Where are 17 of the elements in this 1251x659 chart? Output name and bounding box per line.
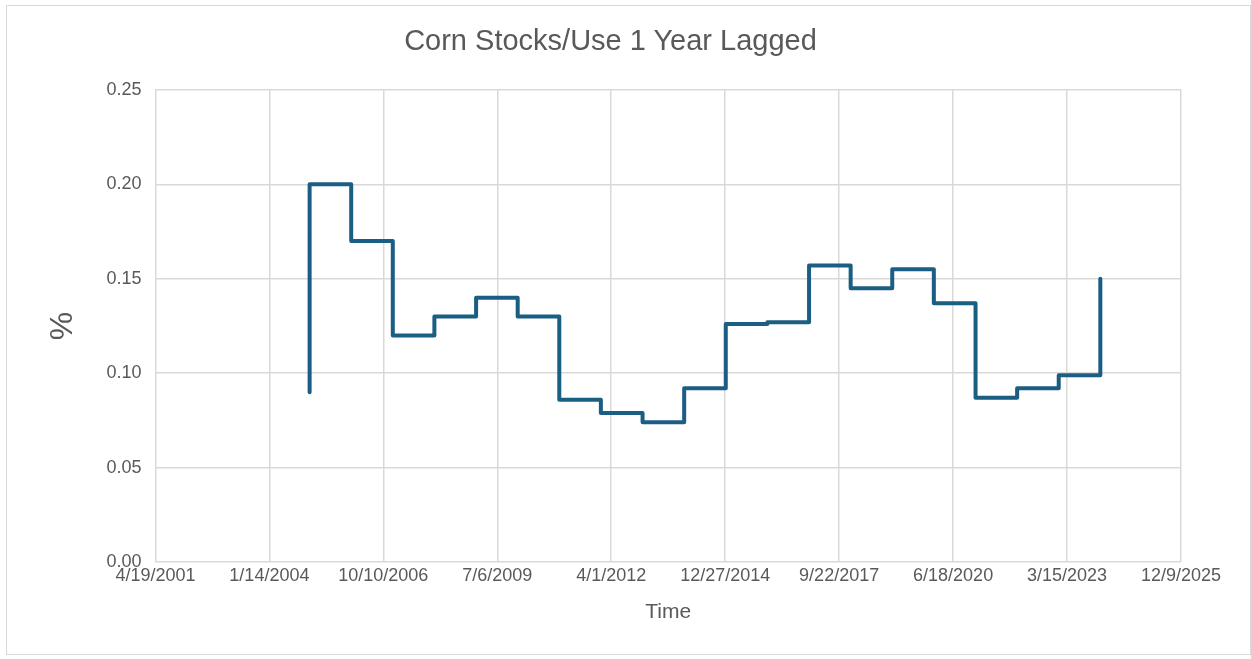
x-tick-label: 6/18/2020 — [913, 564, 994, 585]
x-tick-label: 12/9/2025 — [1140, 564, 1222, 585]
x-tick-label: 3/15/2023 — [1027, 564, 1108, 585]
y-tick-label: 0.10 — [106, 362, 142, 383]
x-tick-label: 12/27/2014 — [680, 564, 771, 585]
x-tick-label: 9/22/2017 — [799, 564, 880, 585]
y-tick-label: 0.25 — [106, 78, 142, 99]
y-axis-title: % — [43, 311, 80, 341]
x-tick-label: 4/1/2012 — [576, 564, 647, 585]
x-tick-label: 7/6/2009 — [462, 564, 533, 585]
x-axis-title: Time — [645, 599, 692, 623]
chart-title: Corn Stocks/Use 1 Year Lagged — [404, 24, 817, 57]
y-tick-label: 0.15 — [106, 267, 142, 288]
y-tick-label: 0.20 — [106, 173, 142, 194]
y-tick-label: 0.05 — [106, 456, 142, 477]
x-tick-label: 10/10/2006 — [338, 564, 429, 585]
x-tick-label: 1/14/2004 — [229, 564, 310, 585]
